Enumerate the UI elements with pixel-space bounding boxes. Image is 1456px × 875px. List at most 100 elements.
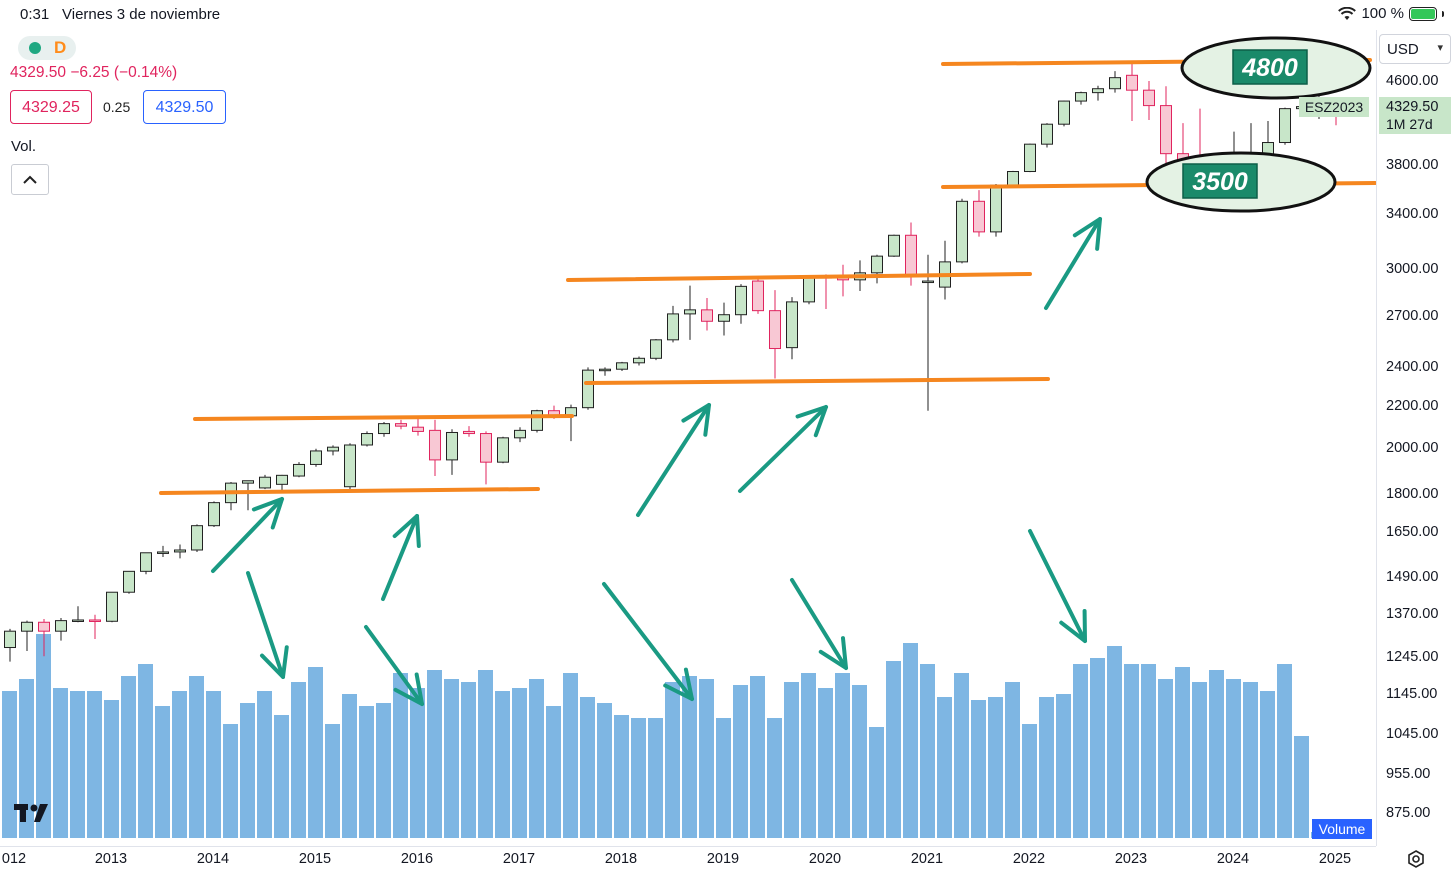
support-line <box>584 377 1050 385</box>
volume-bar <box>1209 670 1224 838</box>
volume-bar <box>1107 646 1122 838</box>
volume-bar <box>257 691 272 838</box>
arrow-shaft <box>1028 529 1087 643</box>
volume-bar <box>240 703 255 838</box>
candle-body <box>242 480 254 484</box>
time-tick-label: 2020 <box>808 851 842 867</box>
candle-series <box>4 61 1359 662</box>
volume-bar <box>546 706 561 838</box>
symbol-tag: ESZ2023 <box>1299 97 1369 117</box>
chart-settings-button[interactable] <box>1404 848 1428 870</box>
price-axis[interactable] <box>1376 30 1456 846</box>
time-tick-label: 012 <box>1 851 27 867</box>
price-tick-label: 1800.00 <box>1386 486 1439 502</box>
chevron-down-icon: ▾ <box>1437 42 1443 54</box>
arrow-shaft <box>364 625 424 706</box>
candle-body <box>55 620 67 632</box>
arrow-head <box>392 514 421 548</box>
volume-bar <box>53 688 68 838</box>
candle-body <box>650 339 662 359</box>
support-line <box>566 272 1032 282</box>
arrow-shaft <box>211 497 284 573</box>
volume-bar <box>716 718 731 838</box>
battery-percent: 100 % <box>1361 5 1404 22</box>
volume-bar <box>767 718 782 838</box>
sell-button[interactable]: 4329.25 <box>10 90 92 124</box>
candle-body <box>531 410 543 431</box>
volume-series <box>2 634 1326 838</box>
candle-body <box>327 446 339 452</box>
volume-bar <box>274 715 289 838</box>
candle-body <box>922 280 934 284</box>
volume-bar <box>563 673 578 838</box>
volume-bar <box>920 664 935 838</box>
status-right: 100 % <box>1338 5 1444 22</box>
volume-bar <box>1039 697 1054 838</box>
arrow-head <box>795 405 828 438</box>
candle-body <box>140 552 152 572</box>
volume-bar <box>801 673 816 838</box>
volume-bar <box>1226 679 1241 838</box>
ios-status-bar: 0:31 Viernes 3 de noviembre 100 % <box>0 0 1456 28</box>
price-tick-label: 1490.00 <box>1386 569 1439 586</box>
candle-body <box>276 474 288 485</box>
volume-bar <box>937 697 952 838</box>
arrow-shaft <box>636 403 711 517</box>
volume-bar <box>988 697 1003 838</box>
buy-button[interactable]: 4329.50 <box>143 90 226 124</box>
tradingview-logo <box>14 804 48 822</box>
support-line <box>193 414 574 421</box>
drawings: 4800 3500 <box>159 36 1376 706</box>
price-tick-label: 1045.00 <box>1386 726 1439 742</box>
volume-bar <box>138 664 153 838</box>
price-tick-label: 875.00 <box>1386 805 1431 821</box>
candle-body <box>446 431 458 461</box>
candle-body <box>497 437 509 463</box>
price-tick-label: 955.00 <box>1386 766 1431 782</box>
volume-bar <box>359 706 374 838</box>
battery-icon <box>1409 6 1437 21</box>
candle-body <box>157 551 169 554</box>
volume-bar <box>410 688 425 838</box>
status-date: Viernes 3 de noviembre <box>62 6 221 23</box>
candle-body <box>905 234 917 277</box>
last-price-tag: 4329.50 1M 27d <box>1379 97 1451 134</box>
volume-bar <box>1277 664 1292 838</box>
time-tick-label: 2014 <box>196 851 230 867</box>
candle-body <box>1075 92 1087 102</box>
candle-body <box>89 619 101 622</box>
time-axis[interactable]: 012 2013 2014 2015 2016 2017 2018 2019 2020 2021 2… <box>0 846 1376 875</box>
volume-bar <box>444 679 459 838</box>
candle-body <box>956 200 968 263</box>
candle-body <box>803 276 815 303</box>
candle-body <box>310 450 322 465</box>
volume-bar <box>478 670 493 838</box>
volume-bar <box>631 718 646 838</box>
volume-bar <box>512 688 527 838</box>
time-tick-label: 2021 <box>910 851 944 867</box>
candle-body <box>1143 89 1155 107</box>
price-tick-label: 4600.00 <box>1386 73 1439 89</box>
price-tick-label: 1145.00 <box>1386 686 1438 702</box>
arrow-head <box>393 672 424 706</box>
candle-body <box>123 570 135 593</box>
candle-body <box>616 362 628 370</box>
volume-bar <box>121 676 136 838</box>
volume-bar <box>189 676 204 838</box>
upper-target-label: 4800 <box>1241 54 1298 82</box>
market-status-pill[interactable]: D <box>18 36 76 60</box>
candle-body <box>701 309 713 322</box>
volume-indicator-label: Vol. <box>11 138 37 155</box>
volume-bar <box>971 700 986 838</box>
candle-body <box>718 314 730 322</box>
volume-bar <box>682 676 697 838</box>
arrow-shaft <box>602 582 694 701</box>
collapse-indicators-button[interactable] <box>11 164 49 195</box>
candle-body <box>1279 108 1291 144</box>
volume-bar <box>19 679 34 838</box>
price-chart[interactable]: 4800 3500 <box>0 0 1376 846</box>
currency-selector[interactable]: USD ▾ <box>1379 34 1451 64</box>
arrow-head <box>251 497 284 530</box>
candle-body <box>888 234 900 257</box>
price-tick-label: 1370.00 <box>1386 606 1439 623</box>
